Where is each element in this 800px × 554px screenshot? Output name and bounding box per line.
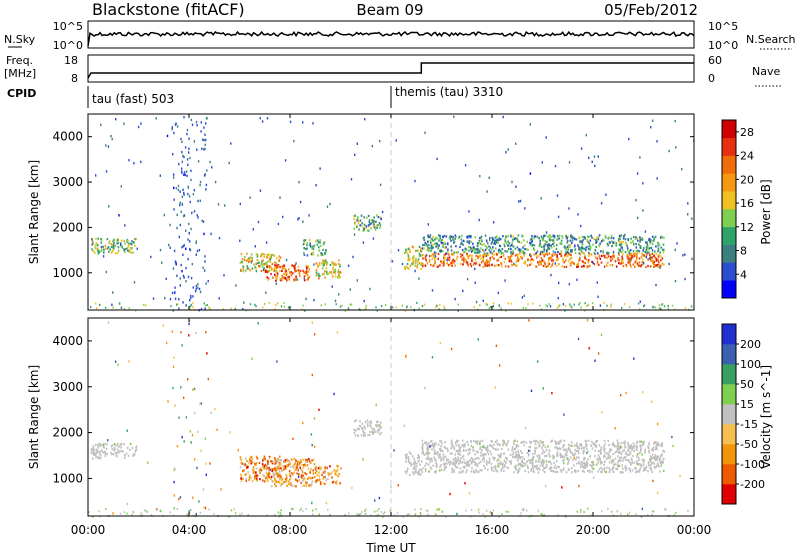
noise-left-tick-top: 10^5 [53,20,83,33]
time-tick-label: 00:00 [677,523,712,537]
power-panel: 4000 3000 2000 1000 Slant Range [km] 28 24 20… [27,113,773,312]
noise-sky-line [87,30,695,47]
noise-right-label: N.Search [746,33,796,46]
range-tick-label: 3000 [52,175,83,189]
velocity-colorbar-label: Velocity [m s^-1] [759,365,773,469]
velocity-colorbar: 200 100 50 15 -15 -50 -100 -200 [721,323,765,505]
colorbar-tick-label: -100 [740,458,765,471]
colorbar-tick-label: 200 [740,338,761,351]
cpid-mode-1: tau (fast) 503 [92,92,174,106]
cpid-mode-2: themis (tau) 3310 [395,85,503,99]
velocity-scatter-cells [88,318,689,518]
colorbar-tick-label: 12 [740,221,754,234]
range-tick-label: 4000 [52,130,83,144]
colorbar-tick-label: 100 [740,358,761,371]
time-tick-label: 16:00 [475,523,510,537]
power-ylabel: Slant Range [km] [27,160,41,264]
range-tick-label: 2000 [52,426,83,440]
time-axis: 00:00 04:00 08:00 12:00 16:00 20:00 00:00 [71,114,712,537]
range-tick-label: 4000 [52,334,83,348]
colorbar-tick-label: 24 [740,150,754,163]
freq-label-line1: Freq. [6,54,33,67]
date-title: 05/Feb/2012 [604,1,698,19]
time-tick-label: 12:00 [374,523,409,537]
time-tick-label: 20:00 [576,523,611,537]
colorbar-tick-label: 16 [740,197,754,210]
noise-panel: N.Sky 10^5 10^0 10^5 10^0 N.Search [4,20,796,52]
cpid-label: CPID [7,87,36,100]
velocity-ylabel: Slant Range [km] [27,365,41,469]
power-scatter-cells [90,114,695,312]
freq-right-tick-top: 60 [708,54,722,67]
frequency-line [87,62,694,79]
colorbar-tick-label: 4 [740,268,747,281]
velocity-panel: 4000 3000 2000 1000 Slant Range [km] 200 100… [27,317,773,518]
time-tick-label: 04:00 [172,523,207,537]
cpid-panel: CPID tau (fast) 503 themis (tau) 3310 [7,85,503,108]
colorbar-tick-label: -200 [740,478,765,491]
freq-left-tick-bottom: 8 [71,72,78,85]
x-axis-label: Time UT [365,541,416,554]
frequency-panel: Freq. [MHz] 18 8 60 0 Nave [4,54,782,87]
colorbar-tick-label: 20 [740,173,754,186]
freq-label-line2: [MHz] [4,67,36,80]
range-tick-label: 2000 [52,220,83,234]
freq-left-tick-top: 18 [64,54,78,67]
nave-label: Nave [752,65,780,78]
noise-left-tick-bottom: 10^0 [53,39,83,52]
time-tick-label: 00:00 [71,523,106,537]
time-tick-label: 08:00 [273,523,308,537]
colorbar-tick-label: 8 [740,245,747,258]
noise-right-tick-bottom: 10^0 [708,39,738,52]
colorbar-tick-label: 28 [740,126,754,139]
colorbar-tick-label: -15 [740,418,758,431]
colorbar-tick-label: 50 [740,378,754,391]
beam-title: Beam 09 [356,1,423,19]
station-title: Blackstone (fitACF) [92,0,245,19]
freq-right-tick-bottom: 0 [708,72,715,85]
colorbar-tick-label: -50 [740,438,758,451]
range-tick-label: 3000 [52,380,83,394]
noise-right-tick-top: 10^5 [708,20,738,33]
power-colorbar: 28 24 20 16 12 8 4 [721,119,754,299]
noise-left-label: N.Sky [4,33,36,46]
range-tick-label: 1000 [52,266,83,280]
colorbar-tick-label: 15 [740,398,754,411]
power-colorbar-label: Power [dB] [759,179,773,244]
range-tick-label: 1000 [52,471,83,485]
